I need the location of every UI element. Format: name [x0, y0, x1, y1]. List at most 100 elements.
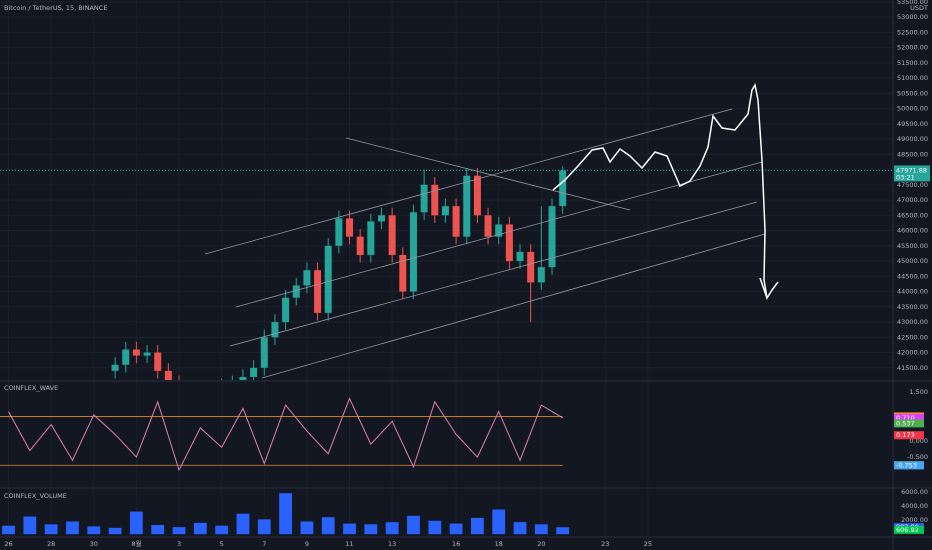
candle-body [484, 215, 492, 237]
candle-body [260, 337, 268, 368]
x-tick-label: 30 [90, 540, 98, 548]
value-marker-bg [894, 431, 924, 440]
volume-bar [492, 509, 506, 535]
y-tick-label: 49000.00 [897, 135, 928, 143]
volume-bar [279, 493, 292, 535]
candle-body [452, 206, 460, 237]
candle-body [122, 349, 130, 365]
volume-bar [193, 522, 207, 535]
x-tick-label: 5 [220, 540, 224, 548]
y-tick-label: 49500.00 [897, 120, 928, 128]
y-tick-label: 53500.00 [897, 0, 928, 6]
candles [111, 166, 567, 380]
volume-bar [364, 524, 378, 535]
x-tick-label: 28 [47, 540, 55, 548]
y-tick-label: 41500.00 [897, 364, 928, 372]
x-tick-label: 26 [4, 540, 12, 548]
candle-body [505, 224, 513, 262]
value-marker: -0.753 [896, 461, 917, 469]
pane-title: COINFLEX_WAVE [4, 384, 58, 392]
volume-bar [172, 527, 186, 535]
last-price-time: 03:21 [896, 173, 915, 181]
candle-body [420, 184, 428, 213]
candle-body [495, 224, 503, 237]
y-tick-label: 50500.00 [897, 89, 928, 97]
candle-body [367, 221, 375, 255]
volume-bar [534, 524, 548, 535]
volume-bar [2, 525, 15, 535]
candle-body [356, 236, 364, 255]
y-tick-label: 47000.00 [897, 196, 928, 204]
candle-body [271, 322, 279, 338]
candle-body [346, 218, 354, 237]
volume-bar [23, 516, 37, 535]
candle-body [473, 175, 481, 216]
x-tick-label: 8월 [131, 539, 141, 548]
y-tick-label: 1.500 [909, 388, 928, 396]
x-tick-label: 25 [644, 540, 652, 548]
y-tick-label: 2000.00 [901, 516, 928, 524]
x-tick-label: 3 [177, 540, 181, 548]
candle-body [335, 218, 343, 246]
y-tick-label: -0.500 [907, 453, 928, 461]
freehand-drawing [552, 82, 779, 301]
volume-bar [236, 513, 250, 535]
value-marker-bg [894, 419, 924, 428]
candle-body [154, 352, 162, 371]
x-tick-label: 23 [601, 540, 609, 548]
candle-body [409, 212, 417, 292]
candle-body [548, 206, 556, 268]
volume-bar [66, 521, 79, 535]
candle-body [537, 267, 545, 283]
y-tick-label: 45500.00 [897, 242, 928, 250]
candle-body [239, 376, 247, 380]
candle-body [388, 215, 396, 255]
y-tick-label: 50000.00 [897, 105, 928, 113]
y-tick-label: 52500.00 [897, 28, 928, 36]
candle-body [132, 349, 140, 356]
candle-body [111, 364, 119, 371]
y-tick-label: 44000.00 [897, 288, 928, 296]
candle-body [516, 251, 524, 262]
x-tick-label: 18 [495, 540, 503, 548]
x-tick-label: 13 [388, 540, 396, 548]
y-tick-label: 6000.00 [901, 488, 928, 496]
axis-unit: USDT [910, 4, 928, 12]
y-tick-label: 46000.00 [897, 227, 928, 235]
y-tick-label: 46500.00 [897, 211, 928, 219]
volume-bar [321, 517, 335, 535]
candle-body [314, 270, 322, 313]
y-tick-label: 43000.00 [897, 318, 928, 326]
volume-bar [257, 519, 271, 535]
y-tick-label: 45000.00 [897, 257, 928, 265]
candle-body [143, 352, 151, 356]
x-tick-label: 11 [345, 540, 353, 548]
value-marker-bg [894, 525, 924, 534]
y-tick-label: 47500.00 [897, 181, 928, 189]
y-tick-label: 42000.00 [897, 349, 928, 357]
value-marker: 0.710 [896, 414, 915, 422]
trend-line [235, 161, 763, 308]
y-tick-label: 0.000 [909, 437, 928, 445]
wave-line [8, 397, 563, 472]
candle-body [250, 367, 258, 377]
x-tick-label: 20 [537, 540, 545, 548]
candle-body [399, 254, 407, 292]
candle-body [463, 175, 471, 237]
volume-bar [385, 522, 399, 535]
x-tick-label: 16 [452, 540, 460, 548]
y-tick-label: 52000.00 [897, 44, 928, 52]
volume-bar [87, 526, 101, 535]
y-tick-label: 43500.00 [897, 303, 928, 311]
candle-body [303, 270, 311, 286]
y-tick-label: 51000.00 [897, 74, 928, 82]
volume-bar [44, 524, 58, 535]
candle-body [324, 245, 332, 313]
volume-bar [407, 515, 420, 535]
y-tick-label: 42500.00 [897, 333, 928, 341]
pane-title: COINFLEX_VOLUME [4, 492, 67, 500]
candle-body [559, 170, 567, 207]
